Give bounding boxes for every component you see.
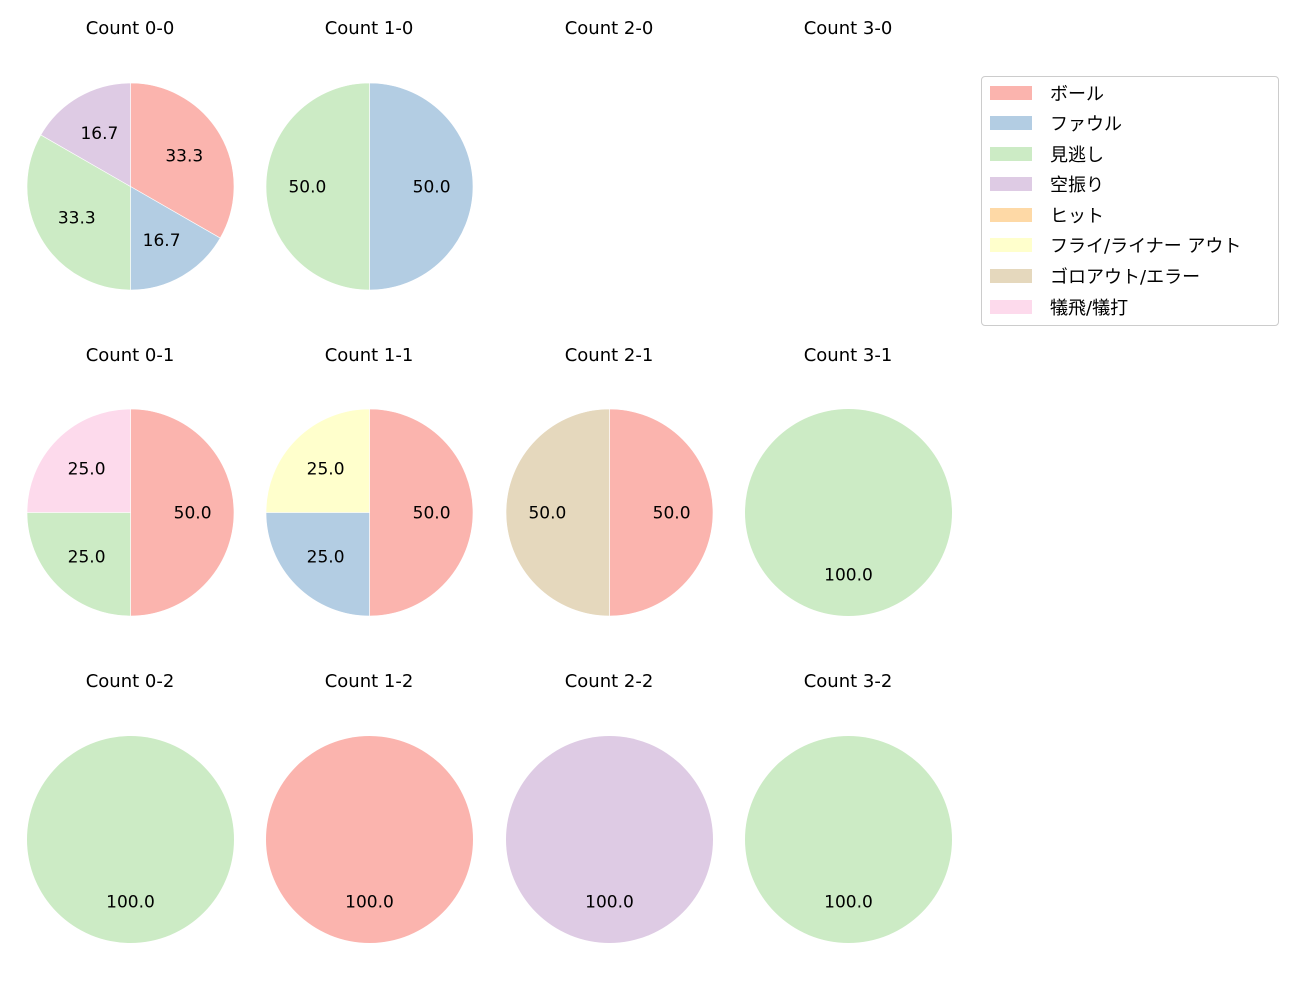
legend-swatch [990,86,1032,100]
legend-swatch [990,116,1032,130]
pie-chart: 100.0 [265,735,473,943]
legend-swatch [990,269,1032,283]
slice-label: 33.3 [57,208,95,228]
pie-slice [265,408,370,513]
pie-chart: 50.0 50.0 [265,82,473,290]
slice-label: 50.0 [173,503,211,523]
subplot-title: Count 2-2 [564,671,654,692]
slice-label: 50.0 [288,177,326,197]
pie-slice [505,408,610,616]
legend-item-hit: ヒット [990,205,1104,227]
subplot-title: Count 3-0 [803,18,893,39]
legend-label: ゴロアウト/エラー [1050,267,1201,288]
pie-slice [265,82,370,290]
slice-label: 100.0 [345,892,394,912]
legend-item-foul: ファウル [990,113,1122,135]
slice-label: 50.0 [412,503,450,523]
pie-slice [368,408,473,616]
pie-slice [265,735,473,943]
subplot-title: Count 0-1 [85,345,175,366]
legend-label: ヒット [1050,206,1104,227]
slice-label: 16.7 [80,123,118,143]
subplot-title: Count 3-2 [803,671,893,692]
slice-label: 50.0 [528,503,566,523]
slice-label: 25.0 [67,459,105,479]
slice-label: 100.0 [824,892,873,912]
pie-slice [744,408,952,616]
pie-slice [744,735,952,943]
legend-swatch [990,208,1032,222]
legend-item-sacrifice: 犠飛/犠打 [990,297,1129,319]
slice-label: 25.0 [306,547,344,567]
legend-item-ball: ボール [990,83,1104,105]
legend-label: ファウル [1050,114,1122,135]
pie-slice [129,408,234,616]
slice-label: 25.0 [67,547,105,567]
legend-swatch [990,238,1032,252]
pie-chart: 50.0 50.0 [505,408,713,616]
pie-slice [26,408,131,513]
legend-swatch [990,177,1032,191]
pie-slice [368,82,473,290]
slice-label: 33.3 [165,146,203,166]
slice-label: 100.0 [585,892,634,912]
legend-label: 空振り [1050,175,1104,196]
legend-label: 犠飛/犠打 [1050,298,1129,319]
subplot-title: Count 2-0 [564,18,654,39]
legend-item-called-strike: 見逃し [990,144,1104,166]
legend-swatch [990,147,1032,161]
legend-item-fly-out: フライ/ライナー アウト [990,235,1242,257]
pie-chart: 50.0 25.0 25.0 [265,408,473,616]
subplot-title: Count 1-2 [324,671,414,692]
subplot-title: Count 1-1 [324,345,414,366]
pie-slice [265,511,370,616]
pie-slice [608,408,713,616]
slice-label: 16.7 [142,231,180,251]
slice-label: 50.0 [652,503,690,523]
pie-slice [129,82,234,238]
slice-label: 100.0 [824,565,873,585]
pie-slice [26,735,234,943]
legend-item-ground-out: ゴロアウト/エラー [990,266,1201,288]
subplot-title: Count 0-0 [85,18,175,39]
legend-label: 見逃し [1050,145,1104,166]
pie-chart: 100.0 [26,735,234,943]
pie-chart: 100.0 [744,408,952,616]
legend-swatch [990,300,1032,314]
pie-chart: 50.0 25.0 25.0 [26,408,234,616]
pie-chart: 100.0 [505,735,713,943]
subplot-title: Count 1-0 [324,18,414,39]
slice-label: 100.0 [106,892,155,912]
pie-slice [39,82,131,187]
slice-label: 25.0 [306,459,344,479]
subplot-title: Count 2-1 [564,345,654,366]
pie-slice [505,735,713,943]
legend-label: ボール [1050,84,1104,105]
slice-label: 50.0 [412,177,450,197]
pie-slice [26,134,131,290]
pie-chart: 33.3 16.7 33.3 16.7 [26,82,234,290]
pie-slice [26,511,131,616]
legend-item-swinging-strike: 空振り [990,174,1104,196]
pie-chart: 100.0 [744,735,952,943]
subplot-title: Count 3-1 [803,345,893,366]
subplot-title: Count 0-2 [85,671,175,692]
legend-label: フライ/ライナー アウト [1050,236,1242,257]
pie-slice [129,185,221,290]
legend: ボール ファウル 見逃し 空振り ヒット フライ/ライナー アウト ゴロアウト/… [981,76,1279,326]
